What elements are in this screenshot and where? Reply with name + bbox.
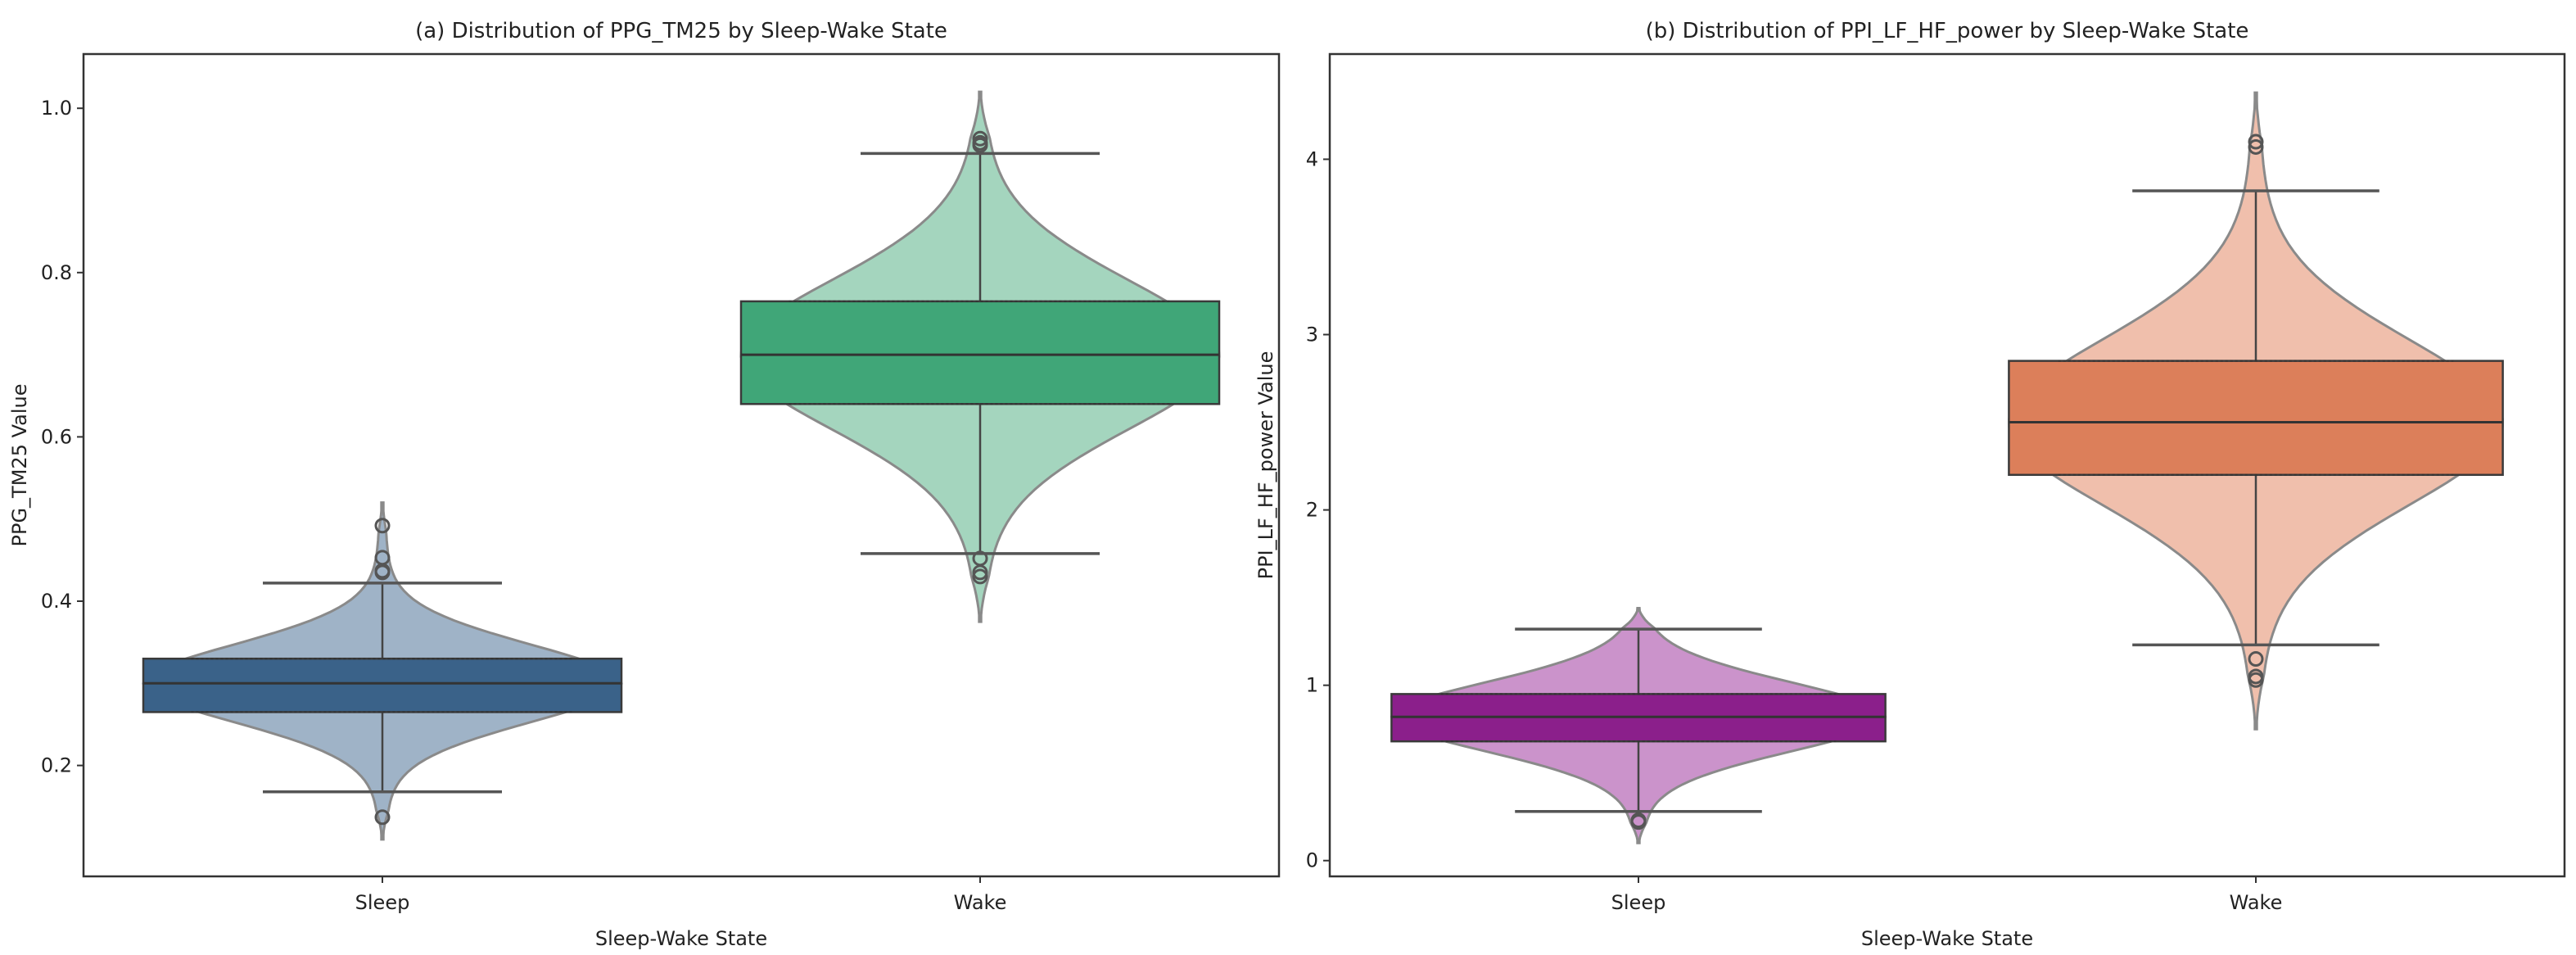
y-axis-label: PPI_LF_HF_power Value — [1254, 351, 1277, 580]
y-tick-label: 1 — [1306, 674, 1318, 697]
y-tick-label: 0.2 — [41, 754, 72, 777]
y-tick-label: 0.4 — [41, 590, 72, 613]
y-tick-label: 0.6 — [41, 425, 72, 448]
y-tick-label: 2 — [1306, 499, 1318, 522]
y-tick-label: 0 — [1306, 849, 1318, 872]
group-sleep — [142, 501, 623, 841]
group-wake — [2008, 91, 2504, 731]
box-iqr — [739, 300, 1221, 405]
outlier-point — [2248, 672, 2264, 688]
y-tick-label: 4 — [1306, 147, 1318, 170]
group-sleep — [1390, 607, 1887, 844]
y-axis-label: PPG_TM25 Value — [8, 384, 31, 547]
outlier-point — [2248, 134, 2264, 150]
box-iqr — [142, 657, 623, 713]
box-iqr — [2008, 360, 2504, 477]
group-wake — [739, 90, 1221, 623]
outlier-point — [1630, 814, 1647, 831]
outlier-point — [374, 518, 391, 534]
outlier-point — [972, 568, 988, 585]
outlier-point — [2248, 138, 2264, 155]
axes-frame — [1328, 52, 2566, 878]
x-tick-label: Sleep — [1611, 891, 1666, 914]
outlier-point — [374, 809, 391, 826]
chart-title: (b) Distribution of PPI_LF_HF_power by S… — [1646, 19, 2249, 43]
outlier-point — [2248, 651, 2264, 668]
x-tick-label: Sleep — [355, 891, 410, 914]
y-tick-label: 0.8 — [41, 261, 72, 284]
chart-title: (a) Distribution of PPG_TM25 by Sleep-Wa… — [415, 19, 947, 43]
outlier-point — [972, 137, 988, 153]
x-axis-label: Sleep-Wake State — [595, 927, 767, 950]
subplot-b: 0 1 2 3 4 Sleep Wake (b) Distribution of PPI_LF… — [1254, 19, 2566, 950]
subplot-a: 0.2 0.4 0.6 0.8 1.0 Sleep Wake (a) Distribution… — [8, 19, 1281, 950]
y-tick-label: 3 — [1306, 324, 1318, 346]
outlier-point — [374, 564, 391, 581]
axes-frame — [82, 52, 1281, 878]
x-axis-label: Sleep-Wake State — [1861, 927, 2033, 950]
x-tick-label: Wake — [954, 891, 1007, 914]
y-tick-label: 1.0 — [41, 97, 72, 120]
x-tick-label: Wake — [2230, 891, 2283, 914]
